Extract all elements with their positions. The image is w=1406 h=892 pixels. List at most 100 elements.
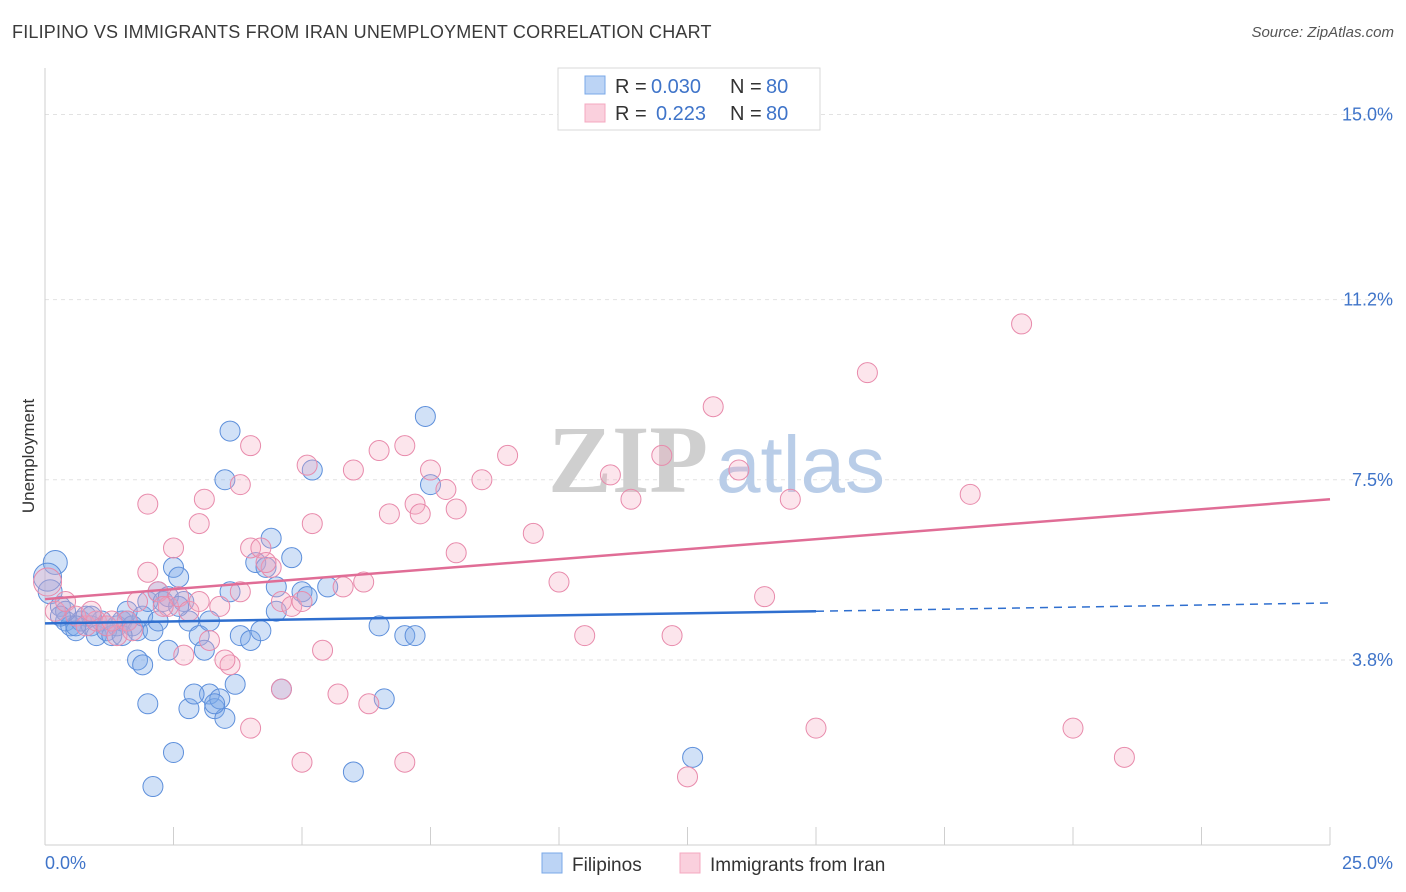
point-filipinos-35[interactable] (224, 673, 246, 695)
point-iran-64[interactable] (188, 513, 210, 535)
point-iran-72[interactable] (173, 644, 195, 666)
point-iran-19[interactable] (229, 581, 251, 603)
point-filipinos-61[interactable] (137, 693, 159, 715)
point-iran-34[interactable] (420, 459, 441, 481)
point-iran-66[interactable] (137, 493, 159, 515)
point-filipinos-54[interactable] (414, 405, 436, 427)
point-iran-74[interactable] (121, 620, 143, 642)
point-filipinos-33[interactable] (214, 707, 236, 729)
point-iran-60[interactable] (291, 751, 313, 773)
point-iran-40[interactable] (548, 571, 570, 593)
point-iran-55[interactable] (677, 766, 698, 788)
point-filipinos-39[interactable] (250, 620, 272, 642)
point-iran-53[interactable] (1062, 717, 1084, 739)
point-iran-65[interactable] (163, 537, 184, 559)
point-iran-47[interactable] (754, 586, 776, 608)
legend-r-label-iran: R = (615, 103, 647, 125)
point-iran-39[interactable] (522, 522, 544, 544)
point-filipinos-25[interactable] (168, 566, 190, 588)
point-iran-73[interactable] (152, 595, 174, 617)
point-iran-57[interactable] (445, 542, 467, 564)
point-iran-42[interactable] (599, 464, 621, 486)
point-iran-78[interactable] (358, 693, 380, 715)
point-iran-31[interactable] (378, 503, 400, 525)
point-iran-13[interactable] (168, 586, 190, 608)
point-iran-44[interactable] (661, 625, 683, 647)
point-iran-15[interactable] (188, 591, 210, 613)
point-filipinos-24[interactable] (163, 556, 184, 578)
point-iran-27[interactable] (312, 639, 334, 661)
point-filipinos-52[interactable] (404, 625, 426, 647)
y-tick-label-0: 3.8% (1352, 650, 1393, 670)
point-iran-5[interactable] (85, 610, 107, 632)
point-iran-52[interactable] (1011, 313, 1033, 335)
point-iran-45[interactable] (702, 396, 724, 418)
point-iran-77[interactable] (255, 552, 277, 574)
point-iran-71[interactable] (332, 576, 354, 598)
point-iran-30[interactable] (368, 440, 390, 462)
point-iran-32[interactable] (394, 435, 416, 457)
point-filipinos-57[interactable] (163, 741, 184, 763)
point-iran-56[interactable] (620, 488, 642, 510)
point-filipinos-29[interactable] (193, 639, 215, 661)
point-iran-59[interactable] (327, 683, 349, 705)
point-iran-16[interactable] (198, 629, 220, 651)
point-iran-51[interactable] (959, 483, 981, 505)
point-filipinos-63[interactable] (183, 683, 205, 705)
point-iran-29[interactable] (353, 571, 375, 593)
legend-swatch-iran (584, 103, 606, 123)
bottom-legend-label-filipinos: Filipinos (572, 855, 642, 876)
point-filipinos-40[interactable] (255, 556, 277, 578)
point-iran-67[interactable] (193, 488, 215, 510)
point-iran-10[interactable] (137, 561, 159, 583)
point-iran-63[interactable] (214, 649, 236, 671)
point-iran-9[interactable] (127, 591, 149, 613)
point-filipinos-56[interactable] (219, 420, 241, 442)
point-iran-58[interactable] (394, 751, 416, 773)
point-filipinos-49[interactable] (368, 615, 390, 637)
point-iran-69[interactable] (240, 435, 262, 457)
point-iran-49[interactable] (805, 717, 827, 739)
point-iran-48[interactable] (779, 488, 801, 510)
trend-line-iran (44, 497, 1331, 601)
point-iran-24[interactable] (281, 595, 303, 617)
legend-n-value-filipinos: 80 (766, 76, 788, 98)
point-filipinos-58[interactable] (142, 776, 164, 798)
point-filipinos-64[interactable] (204, 693, 226, 715)
point-iran-28[interactable] (342, 459, 364, 481)
point-iran-37[interactable] (471, 469, 493, 491)
grid-lines (45, 114, 1390, 661)
point-filipinos-36[interactable] (229, 625, 251, 647)
point-iran-46[interactable] (728, 459, 750, 481)
point-iran-68[interactable] (229, 474, 251, 496)
point-iran-70[interactable] (296, 454, 318, 476)
point-iran-61[interactable] (270, 678, 292, 700)
point-iran-62[interactable] (240, 717, 262, 739)
point-filipinos-44[interactable] (281, 547, 303, 569)
trend-line-filipinos (44, 609, 817, 625)
point-iran-35[interactable] (435, 479, 457, 501)
point-iran-33[interactable] (404, 493, 426, 515)
watermark-zip: ZIP (548, 406, 708, 513)
point-iran-75[interactable] (80, 600, 102, 622)
point-iran-26[interactable] (301, 513, 323, 535)
point-filipinos-78[interactable] (682, 746, 704, 768)
point-iran-17[interactable] (209, 595, 231, 617)
point-iran-38[interactable] (497, 444, 519, 466)
point-iran-50[interactable] (856, 362, 878, 384)
point-iran-23[interactable] (270, 591, 292, 613)
watermark-atlas: atlas (716, 420, 885, 509)
point-filipinos-48[interactable] (342, 761, 364, 783)
point-iran-41[interactable] (574, 625, 596, 647)
point-iran-79[interactable] (409, 503, 431, 525)
point-iran-25[interactable] (291, 591, 313, 613)
point-iran-36[interactable] (445, 498, 467, 520)
point-iran-76[interactable] (101, 610, 123, 632)
point-iran-43[interactable] (651, 444, 673, 466)
point-filipinos-60[interactable] (132, 654, 154, 676)
watermark: ZIP atlas (548, 406, 885, 513)
source-label[interactable]: Source: ZipAtlas.com (1251, 24, 1394, 41)
point-iran-0[interactable] (33, 567, 63, 597)
point-iran-54[interactable] (1113, 746, 1135, 768)
